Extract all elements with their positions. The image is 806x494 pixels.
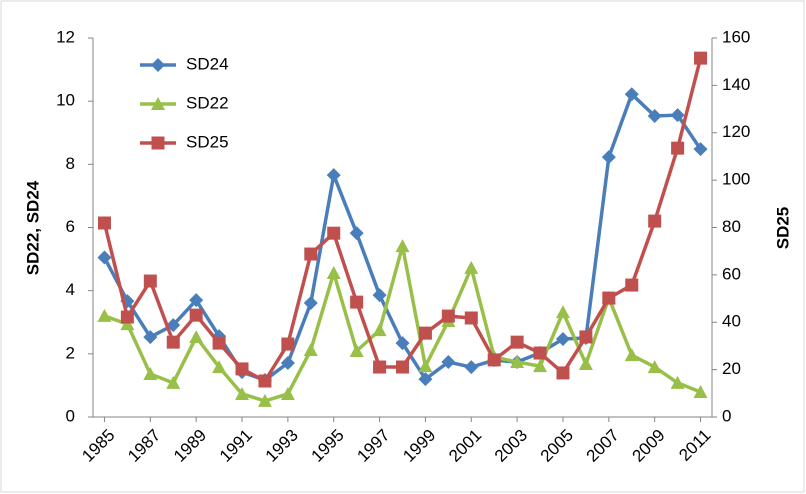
data-point [533,359,548,373]
legend-label: SD22 [186,93,229,112]
data-point [647,360,662,374]
data-point [464,360,479,375]
data-point [166,335,180,349]
data-point [487,353,501,367]
legend-label: SD25 [186,132,229,151]
data-point [693,142,708,157]
y-tick-label: 8 [66,154,75,173]
data-point [212,336,226,350]
data-point [533,346,547,360]
data-point [670,375,685,389]
y-axis-title: SD22, SD24 [23,180,42,275]
data-point [671,141,685,155]
data-point [350,295,364,309]
legend-marker [151,97,165,110]
data-point [464,260,479,274]
data-point [579,330,593,344]
y2-tick-label: 100 [722,170,750,189]
data-point [120,317,135,331]
data-point [235,362,249,376]
data-point [464,311,478,325]
data-point [624,348,639,362]
data-point [326,168,341,183]
data-point [372,323,387,337]
data-point [601,150,616,165]
data-point [510,355,525,369]
legend-marker [151,58,165,72]
data-point [189,293,204,308]
y2-tick-label: 20 [722,359,741,378]
data-point [166,375,181,389]
y2-tick-label: 160 [722,27,750,46]
data-point [624,87,639,102]
y-tick-label: 12 [56,27,75,46]
data-point [441,309,455,323]
data-point [97,250,112,265]
data-point [257,393,272,407]
data-point [212,360,227,374]
y-tick-label: 10 [56,91,75,110]
data-point [670,108,685,123]
y2-tick-label: 60 [722,264,741,283]
data-point [303,295,318,310]
y2-tick-label: 80 [722,217,741,236]
data-point [578,356,593,370]
data-point [648,214,662,228]
data-point [280,355,295,370]
y-tick-label: 4 [66,280,75,299]
y2-axis-title: SD25 [773,207,792,250]
data-point [418,359,433,373]
data-point [693,385,708,399]
y-tick-label: 2 [66,343,75,362]
data-point [555,331,570,346]
data-point [694,51,708,65]
data-point [349,343,364,357]
data-point [258,374,272,388]
data-point [327,226,341,240]
y2-tick-label: 140 [722,75,750,94]
y2-tick-label: 0 [722,406,731,425]
data-point [373,360,387,374]
data-point [510,335,524,349]
data-point [97,308,112,322]
data-point [281,337,295,351]
data-point [97,216,111,230]
data-point [143,274,157,288]
data-point [602,291,616,305]
data-point [395,336,410,351]
data-point [143,367,158,381]
data-point [280,386,295,400]
data-point [441,355,456,370]
data-point [555,305,570,319]
data-point [625,278,639,292]
y-tick-label: 6 [66,217,75,236]
data-point [647,109,662,124]
data-point [395,239,410,253]
data-point [418,372,433,387]
data-point [303,343,318,357]
data-point [304,247,318,261]
data-point [120,310,134,324]
data-point [349,226,364,241]
y2-tick-label: 40 [722,312,741,331]
data-point [396,360,409,374]
data-point [143,330,158,345]
data-point [189,330,204,344]
y-tick-label: 0 [66,406,75,425]
data-point [418,326,432,340]
data-point [556,366,570,380]
data-point [189,308,203,322]
data-point [235,386,250,400]
data-point [372,288,387,303]
legend-label: SD24 [186,54,229,73]
data-point [326,265,341,279]
y2-tick-label: 120 [722,122,750,141]
legend-marker [151,136,165,150]
